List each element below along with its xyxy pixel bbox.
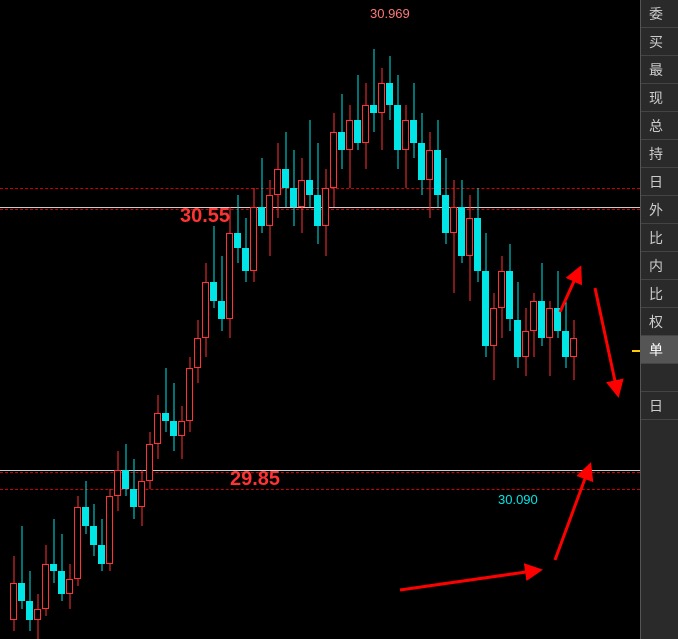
candle — [498, 0, 505, 639]
candle — [242, 0, 249, 639]
candle — [530, 0, 537, 639]
sidebar-item: 总 — [641, 112, 678, 140]
candlestick-chart: 30.5529.8530.96930.090 — [0, 0, 640, 639]
candle — [210, 0, 217, 639]
candle — [322, 0, 329, 639]
candle — [370, 0, 377, 639]
sidebar-item: 外 — [641, 196, 678, 224]
candle — [474, 0, 481, 639]
sidebar-item — [641, 364, 678, 392]
sidebar-item: 日 — [641, 392, 678, 420]
sidebar-item: 日 — [641, 168, 678, 196]
candle — [306, 0, 313, 639]
candle — [226, 0, 233, 639]
candle — [458, 0, 465, 639]
candle — [274, 0, 281, 639]
extreme-price-label: 30.969 — [370, 6, 410, 21]
candle — [314, 0, 321, 639]
candle — [50, 0, 57, 639]
candle — [170, 0, 177, 639]
candle — [570, 0, 577, 639]
candle — [266, 0, 273, 639]
candle — [338, 0, 345, 639]
info-sidebar: 委买最现总持日外比内比权单日 — [640, 0, 678, 639]
chart-container: 30.5529.8530.96930.090 委买最现总持日外比内比权单日 — [0, 0, 678, 639]
candle — [98, 0, 105, 639]
candle — [362, 0, 369, 639]
sidebar-item: 权 — [641, 308, 678, 336]
candle — [10, 0, 17, 639]
candle — [402, 0, 409, 639]
candle — [410, 0, 417, 639]
sidebar-item: 现 — [641, 84, 678, 112]
candle — [298, 0, 305, 639]
candle — [82, 0, 89, 639]
candle — [330, 0, 337, 639]
candle — [34, 0, 41, 639]
candle — [378, 0, 385, 639]
candle — [42, 0, 49, 639]
candle — [506, 0, 513, 639]
candle — [290, 0, 297, 639]
candle — [154, 0, 161, 639]
candle — [162, 0, 169, 639]
candle — [66, 0, 73, 639]
candle — [122, 0, 129, 639]
candle — [418, 0, 425, 639]
sidebar-item: 单 — [641, 336, 678, 364]
sidebar-item: 最 — [641, 56, 678, 84]
candle — [202, 0, 209, 639]
candle — [58, 0, 65, 639]
sidebar-item: 内 — [641, 252, 678, 280]
sidebar-item: 委 — [641, 0, 678, 28]
candle — [434, 0, 441, 639]
candle — [490, 0, 497, 639]
sidebar-item: 持 — [641, 140, 678, 168]
candle — [482, 0, 489, 639]
candle — [186, 0, 193, 639]
candle — [442, 0, 449, 639]
candle — [146, 0, 153, 639]
sidebar-item: 比 — [641, 224, 678, 252]
current-price-tick — [632, 350, 640, 352]
candle — [538, 0, 545, 639]
candle — [138, 0, 145, 639]
candle — [562, 0, 569, 639]
candle — [522, 0, 529, 639]
candle — [18, 0, 25, 639]
candle — [250, 0, 257, 639]
candle — [514, 0, 521, 639]
candle — [114, 0, 121, 639]
candle — [258, 0, 265, 639]
candle — [426, 0, 433, 639]
candle — [90, 0, 97, 639]
candle — [394, 0, 401, 639]
candle — [346, 0, 353, 639]
candle — [546, 0, 553, 639]
candle — [282, 0, 289, 639]
candle — [194, 0, 201, 639]
candle — [178, 0, 185, 639]
candle — [130, 0, 137, 639]
candle — [234, 0, 241, 639]
candle — [74, 0, 81, 639]
extreme-price-label: 30.090 — [498, 492, 538, 507]
candle — [450, 0, 457, 639]
sidebar-item: 比 — [641, 280, 678, 308]
candle — [218, 0, 225, 639]
candle — [554, 0, 561, 639]
candle — [386, 0, 393, 639]
sidebar-item: 买 — [641, 28, 678, 56]
candle — [466, 0, 473, 639]
candle — [106, 0, 113, 639]
candle — [354, 0, 361, 639]
candle — [26, 0, 33, 639]
